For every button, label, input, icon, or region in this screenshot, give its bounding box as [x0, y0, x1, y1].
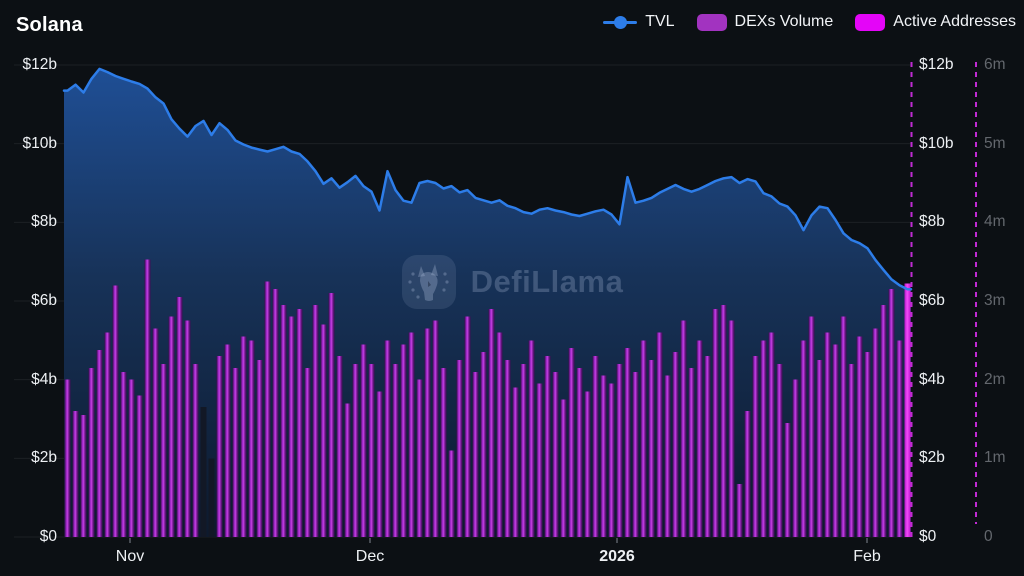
legend-label-tvl: TVL — [645, 13, 675, 30]
y-axis-left-label: $2b — [31, 449, 57, 467]
page-title: Solana — [16, 14, 83, 36]
y-axis-right-usd-label: $8b — [919, 213, 945, 231]
x-axis-label: Dec — [355, 548, 385, 565]
active-addresses-swatch-icon — [855, 13, 886, 31]
y-axis-right-usd-label: $4b — [919, 370, 945, 388]
y-axis-left-label: $8b — [31, 213, 57, 231]
legend-item-dexs-volume[interactable]: DEXs Volume — [696, 13, 834, 31]
legend-label-dexs-volume: DEXs Volume — [734, 13, 834, 30]
y-axis-addresses-label: 0 — [984, 528, 993, 545]
y-axis-addresses-label: 4m — [984, 213, 1006, 231]
y-axis-addresses-label: 5m — [984, 134, 1006, 152]
x-axis-label: Feb — [853, 548, 881, 565]
legend-item-active-addresses[interactable]: Active Addresses — [855, 13, 1016, 31]
y-axis-left-label: $6b — [31, 292, 57, 309]
y-axis-right-usd-label: $10b — [919, 134, 954, 152]
dexs-volume-swatch-icon — [696, 13, 727, 31]
tvl-line-dot-icon — [603, 15, 638, 29]
y-axis-left-label: $10b — [22, 134, 57, 152]
y-axis-left-label: $4b — [31, 370, 57, 388]
y-axis-addresses-label: 6m — [984, 56, 1006, 73]
y-axis-right-usd-label: $2b — [919, 449, 945, 467]
x-axis-label: 2026 — [599, 548, 635, 565]
y-axis-left-label: $12b — [22, 56, 57, 73]
y-axis-addresses-label: 1m — [984, 449, 1006, 467]
y-axis-right-usd-label: $0 — [919, 528, 937, 545]
legend-label-active-addresses: Active Addresses — [893, 13, 1016, 30]
legend: TVL DEXs Volume Active Addresses — [603, 13, 1016, 31]
legend-item-tvl[interactable]: TVL — [603, 13, 675, 31]
y-axis-addresses-label: 3m — [984, 292, 1006, 309]
y-axis-right-usd-label: $12b — [919, 56, 954, 73]
y-axis-left-label: $0 — [39, 528, 57, 545]
x-axis-label: Nov — [115, 548, 145, 565]
y-axis-right-usd-label: $6b — [919, 292, 945, 309]
y-axis-addresses-label: 2m — [984, 370, 1006, 388]
